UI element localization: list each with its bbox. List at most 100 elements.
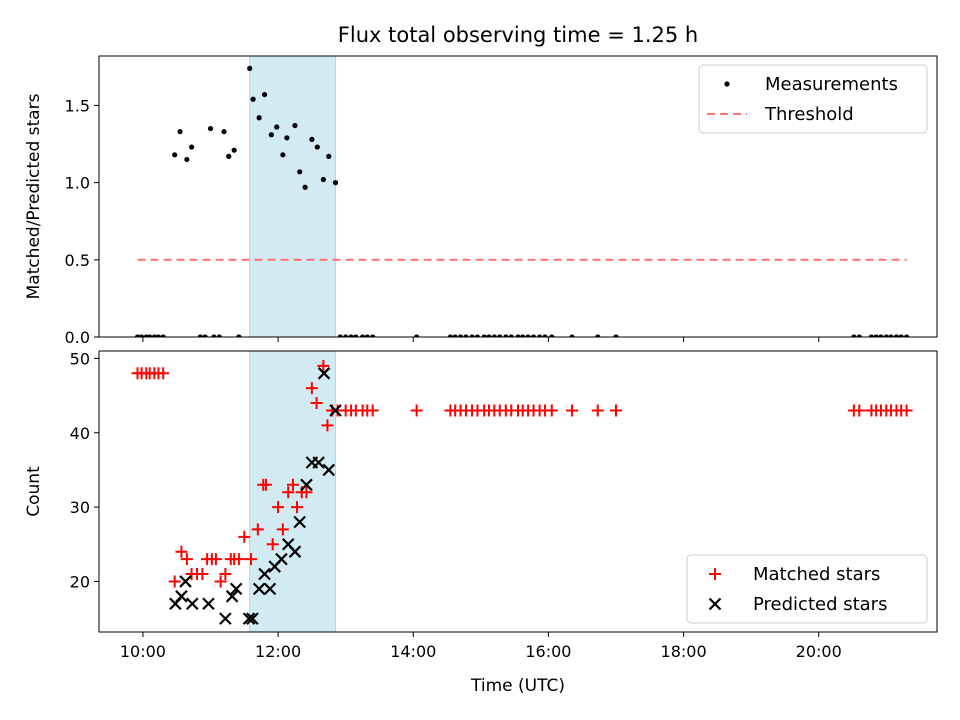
- measurement-point: [353, 334, 359, 337]
- measurement-point: [856, 334, 862, 337]
- x-tick-label: 14:00: [390, 642, 436, 661]
- x-tick-label: 16:00: [525, 642, 571, 661]
- matched-star-point: [245, 553, 258, 566]
- plot-area: [131, 351, 913, 632]
- measurement-point: [520, 334, 526, 337]
- predicted-star-point: [322, 463, 336, 477]
- y-tick: 0.0: [65, 328, 99, 347]
- measurement-point: [457, 334, 464, 337]
- measurement-point: [370, 334, 376, 337]
- measurement-point: [292, 122, 298, 129]
- y-tick: 50: [70, 349, 99, 368]
- measurement-point: [216, 334, 222, 337]
- legend-marker-matched: [709, 568, 721, 580]
- measurement-point: [332, 180, 339, 186]
- legend-marker-predicted: [708, 597, 722, 611]
- matched-star-point: [305, 382, 318, 395]
- x-axis-label: Time (UTC): [470, 676, 565, 696]
- measurement-point: [221, 129, 227, 135]
- measurement-point: [348, 334, 354, 337]
- matched-star-point: [276, 523, 289, 536]
- measurement-point: [326, 153, 332, 159]
- y-tick-label: 0.5: [65, 251, 90, 270]
- measurement-point: [197, 334, 203, 337]
- measurement-point: [268, 132, 274, 138]
- matched-star-point: [209, 553, 222, 566]
- predicted-star-point: [293, 515, 306, 529]
- measurement-point: [364, 334, 370, 337]
- measurement-point: [202, 334, 208, 337]
- x-tick: 10:00: [120, 632, 166, 661]
- measurement-point: [469, 334, 475, 337]
- predicted-star-point: [229, 582, 243, 596]
- matched-star-point: [410, 404, 423, 417]
- measurement-point: [481, 334, 487, 337]
- measurement-point: [452, 334, 458, 337]
- measurement-point: [314, 144, 320, 150]
- predicted-star-point: [202, 597, 215, 611]
- y-tick-label: 1.0: [65, 174, 90, 193]
- matched-star-point: [545, 404, 558, 417]
- measurement-point: [134, 334, 141, 337]
- measurement-point: [888, 334, 894, 337]
- matched-star-point: [251, 523, 264, 536]
- measurement-point: [343, 334, 349, 337]
- measurement-point: [284, 135, 290, 141]
- y-tick-label: 50: [70, 349, 90, 368]
- measurement-point: [297, 169, 303, 175]
- predicted-star-point: [219, 612, 232, 625]
- measurement-point: [414, 334, 420, 337]
- x-tick-label: 20:00: [796, 642, 842, 661]
- chart-title: Flux total observing time = 1.25 h: [338, 23, 698, 47]
- x-tick: 20:00: [796, 632, 842, 661]
- legend-entry: Matched stars: [709, 564, 880, 585]
- measurement-point: [515, 334, 521, 337]
- measurement-point: [274, 124, 280, 130]
- measurement-point: [359, 334, 366, 337]
- measurement-point: [309, 136, 315, 142]
- measurement-point: [868, 334, 875, 337]
- matched-star-point: [300, 486, 313, 499]
- matched-star-point: [180, 553, 193, 566]
- count-panel: 20 30 40 50 10:00 12:00 14:00 16:00 18:00 20:00 Co…: [24, 349, 938, 661]
- measurement-point: [188, 144, 195, 150]
- measurement-point: [211, 334, 217, 337]
- ratio-panel: 0.0 0.5 1.0 1.5 Matched/Predicted stars Measu…: [24, 55, 938, 347]
- measurement-point: [207, 125, 214, 132]
- axes-frame: [98, 55, 938, 338]
- y-axis-label: Count: [24, 466, 44, 517]
- matched-star-point: [266, 538, 279, 551]
- measurement-point: [530, 334, 537, 337]
- y-tick-label: 40: [70, 424, 90, 443]
- predicted-star-point: [317, 367, 331, 380]
- y-tick-label: 20: [70, 572, 90, 591]
- matched-star-point: [196, 568, 209, 581]
- measurement-point: [851, 334, 857, 337]
- matched-star-point: [310, 397, 323, 410]
- legend-frame: [686, 554, 928, 624]
- y-tick: 0.5: [65, 251, 99, 270]
- predicted-star-point: [242, 612, 256, 625]
- measurement-point: [463, 334, 469, 337]
- matched-star-point: [214, 575, 227, 588]
- measurement-point: [236, 334, 242, 337]
- predicted-star-point: [288, 545, 302, 558]
- matched-star-point: [317, 359, 330, 372]
- measurement-point: [503, 334, 509, 337]
- plot-area: [134, 56, 910, 337]
- x-tick: 16:00: [525, 632, 571, 661]
- measurement-point: [595, 334, 601, 337]
- measurement-point: [873, 334, 879, 337]
- predicted-star-point: [252, 582, 266, 596]
- y-tick: 20: [70, 572, 99, 591]
- series-matched-stars: [131, 359, 913, 588]
- predicted-star-point: [300, 478, 313, 492]
- matched-star-point: [366, 404, 379, 417]
- measurement-point: [256, 115, 262, 121]
- measurement-point: [231, 147, 237, 153]
- measurement-point: [613, 334, 619, 337]
- measurement-point: [280, 152, 286, 158]
- predicted-star-point: [179, 575, 192, 588]
- axes-frame: [98, 350, 938, 633]
